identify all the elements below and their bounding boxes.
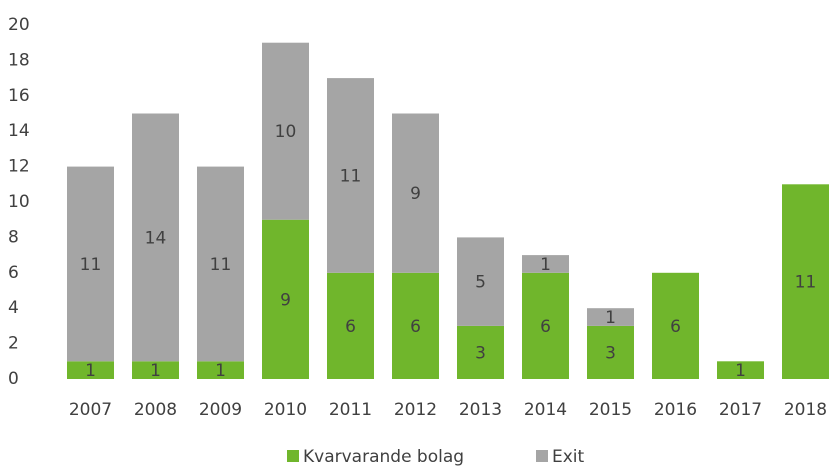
data-label: 11 — [795, 273, 817, 293]
bar-segment — [652, 272, 699, 379]
bar-segment — [522, 272, 569, 379]
y-tick-label: 14 — [8, 121, 30, 141]
bar-segment — [392, 272, 439, 379]
x-tick-label: 2012 — [394, 400, 437, 420]
bar-segment — [587, 308, 634, 326]
data-label: 14 — [145, 228, 167, 248]
y-tick-label: 6 — [8, 263, 19, 283]
y-tick-label: 18 — [8, 50, 30, 70]
data-label: 11 — [210, 255, 232, 275]
bar-segment — [457, 325, 504, 379]
data-label: 1 — [540, 255, 551, 275]
legend-swatch — [287, 450, 299, 462]
data-label: 1 — [735, 361, 746, 381]
y-tick-label: 20 — [8, 15, 30, 35]
y-tick-label: 10 — [8, 192, 30, 212]
bar-segment — [262, 219, 309, 379]
y-tick-label: 0 — [8, 369, 19, 389]
x-tick-label: 2008 — [134, 400, 177, 420]
data-label: 1 — [215, 361, 226, 381]
data-label: 6 — [540, 317, 551, 337]
data-label: 1 — [605, 308, 616, 328]
data-label: 6 — [670, 317, 681, 337]
bar-segment — [782, 184, 829, 379]
bar-segment — [457, 237, 504, 326]
y-tick-label: 8 — [8, 227, 19, 247]
bar-segment — [197, 361, 244, 379]
y-tick-label: 12 — [8, 157, 30, 177]
x-tick-label: 2010 — [264, 400, 307, 420]
x-tick-label: 2009 — [199, 400, 242, 420]
x-tick-label: 2017 — [719, 400, 762, 420]
data-label: 9 — [280, 290, 291, 310]
legend: Kvarvarande bolag Exit — [287, 447, 585, 467]
data-label: 1 — [85, 361, 96, 381]
y-tick-label: 16 — [8, 86, 30, 106]
x-tick-label: 2014 — [524, 400, 567, 420]
x-tick-label: 2016 — [654, 400, 697, 420]
bar-segment — [587, 325, 634, 379]
bar-segment — [67, 361, 114, 379]
bar-segment — [717, 361, 764, 379]
legend-label: Kvarvarande bolag — [303, 447, 464, 467]
x-tick-label: 2007 — [69, 400, 112, 420]
bar-segment — [132, 361, 179, 379]
x-tick-label: 2015 — [589, 400, 632, 420]
bar-segment — [522, 255, 569, 273]
data-label: 5 — [475, 273, 486, 293]
bar-segment — [327, 272, 374, 379]
x-tick-label: 2013 — [459, 400, 502, 420]
data-label: 6 — [345, 317, 356, 337]
data-label: 9 — [410, 184, 421, 204]
x-tick-label: 2011 — [329, 400, 372, 420]
legend-label: Exit — [552, 447, 585, 467]
bar-segment — [67, 166, 114, 362]
legend-swatch — [536, 450, 548, 462]
y-tick-label: 2 — [8, 334, 19, 354]
data-label: 11 — [80, 255, 102, 275]
bar-segment — [262, 42, 309, 220]
data-label: 3 — [605, 343, 616, 363]
bar-segment — [392, 113, 439, 273]
data-label: 10 — [275, 122, 297, 142]
data-label: 3 — [475, 343, 486, 363]
bar-segment — [197, 166, 244, 362]
bar-segment — [327, 78, 374, 273]
data-label: 11 — [340, 166, 362, 186]
data-label: 1 — [150, 361, 161, 381]
bar-segment — [132, 113, 179, 362]
y-tick-label: 4 — [8, 298, 19, 318]
data-label: 6 — [410, 317, 421, 337]
x-tick-label: 2018 — [784, 400, 827, 420]
